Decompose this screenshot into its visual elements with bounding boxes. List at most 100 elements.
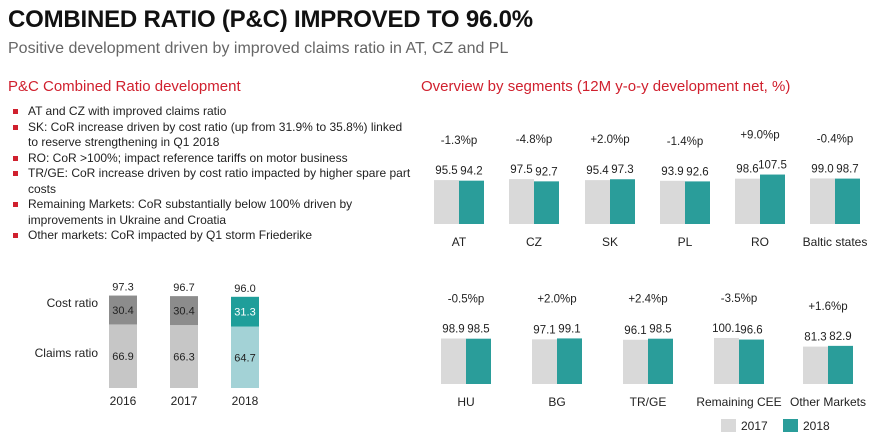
bullet-item: Other markets: CoR impacted by Q1 storm … [12, 228, 412, 244]
value-label-2018: 98.5 [467, 324, 489, 336]
bar-2018 [685, 181, 710, 224]
bar-2018 [739, 339, 764, 384]
year-label: 2016 [110, 394, 137, 408]
bar-2017 [585, 180, 610, 224]
value-label-2018: 94.2 [460, 166, 482, 178]
claims-ratio-bar [231, 326, 259, 388]
year-label: 2018 [232, 394, 259, 408]
category-label: CZ [526, 235, 542, 249]
bar-2017 [660, 180, 685, 224]
value-label-2017: 98.6 [736, 164, 758, 176]
cost-value-label: 31.3 [234, 307, 255, 319]
value-label-2017: 96.1 [624, 325, 646, 337]
legend-swatch-2018 [783, 419, 798, 432]
change-label: +2.0%p [537, 293, 576, 305]
value-label-2017: 97.5 [510, 164, 532, 176]
value-label-2017: 95.5 [435, 165, 457, 177]
bullet-item: TR/GE: CoR increase driven by cost ratio… [12, 166, 412, 197]
segments-section-title: Overview by segments (12M y-o-y developm… [421, 78, 791, 95]
change-label: +2.4%p [628, 294, 667, 306]
value-label-2018: 92.7 [535, 166, 557, 178]
value-label-2017: 95.4 [586, 165, 609, 177]
bar-2018 [466, 338, 491, 384]
value-label-2018: 97.3 [611, 164, 633, 176]
series-label-claims: Claims ratio [35, 346, 99, 360]
page-subtitle: Positive development driven by improved … [8, 40, 509, 57]
change-label: +9.0%p [740, 130, 779, 142]
bullet-list: AT and CZ with improved claims ratio SK:… [12, 104, 412, 244]
bullet-item: SK: CoR increase driven by cost ratio (u… [12, 120, 412, 151]
change-label: +1.6%p [808, 301, 847, 313]
bullet-item: Remaining Markets: CoR substantially bel… [12, 197, 412, 228]
bar-2017 [623, 339, 648, 384]
bar-2018 [610, 179, 635, 224]
claims-value-label: 66.3 [173, 352, 194, 364]
bullet-item: AT and CZ with improved claims ratio [12, 104, 412, 120]
value-label-2017: 100.1 [712, 323, 741, 335]
category-label: Baltic states [803, 235, 868, 249]
claims-value-label: 64.7 [234, 352, 255, 364]
category-label: PL [678, 235, 693, 249]
category-label: TR/GE [630, 395, 667, 409]
bar-2018 [648, 338, 673, 384]
cost-ratio-bar [109, 295, 137, 325]
category-label: AT [452, 235, 467, 249]
bar-2018 [459, 180, 484, 224]
series-label-cost: Cost ratio [47, 296, 99, 310]
value-label-2018: 107.5 [758, 160, 787, 172]
bar-2018 [828, 345, 853, 384]
year-label: 2017 [171, 394, 198, 408]
page-title: COMBINED RATIO (P&C) IMPROVED TO 96.0% [8, 6, 533, 33]
value-label-2018: 98.7 [836, 164, 858, 176]
cost-ratio-bar [170, 296, 198, 326]
change-label: -4.8%p [516, 134, 552, 146]
category-label: BG [548, 395, 565, 409]
change-label: -3.5%p [721, 293, 757, 305]
value-label-2018: 96.6 [740, 325, 762, 337]
value-label-2018: 82.9 [829, 331, 851, 343]
category-label: HU [457, 395, 474, 409]
cost-value-label: 30.4 [112, 305, 133, 317]
value-label-2018: 99.1 [558, 323, 580, 335]
bar-2017 [810, 178, 835, 224]
bar-2017 [532, 339, 557, 384]
bar-2017 [714, 337, 739, 384]
value-label-2017: 98.9 [442, 324, 464, 336]
bar-2017 [735, 178, 760, 224]
combined-ratio-section-title: P&C Combined Ratio development [8, 78, 241, 95]
category-label: SK [602, 235, 618, 249]
value-label-2017: 93.9 [661, 166, 683, 178]
claims-ratio-bar [170, 325, 198, 388]
bar-2018 [835, 178, 860, 224]
value-label-2018: 98.5 [649, 324, 671, 336]
legend-label-2018: 2018 [803, 419, 830, 433]
change-label: -0.5%p [448, 294, 484, 306]
bar-2018 [557, 338, 582, 384]
bar-2017 [509, 179, 534, 224]
claims-ratio-bar [109, 324, 137, 388]
bar-2017 [441, 338, 466, 384]
bar-2017 [803, 346, 828, 384]
category-label: RO [751, 235, 769, 249]
value-label-2017: 97.1 [533, 324, 555, 336]
change-label: -1.3%p [441, 135, 477, 147]
bar-2018 [534, 181, 559, 224]
value-label-2017: 99.0 [811, 163, 833, 175]
category-label: Remaining CEE [696, 395, 781, 409]
total-value-label: 96.7 [173, 282, 194, 294]
bar-2017 [434, 180, 459, 224]
legend-swatch-2017 [721, 419, 736, 432]
change-label: -0.4%p [817, 133, 853, 145]
value-label-2018: 92.6 [686, 166, 708, 178]
bar-2018 [760, 174, 785, 224]
bullet-item: RO: CoR >100%; impact reference tariffs … [12, 151, 412, 167]
claims-value-label: 66.9 [112, 351, 133, 363]
total-value-label: 97.3 [112, 282, 133, 294]
change-label: +2.0%p [590, 134, 629, 146]
legend-label-2017: 2017 [741, 419, 768, 433]
change-label: -1.4%p [667, 136, 703, 148]
cost-value-label: 30.4 [173, 306, 194, 318]
category-label: Other Markets [790, 395, 866, 409]
cost-ratio-bar [231, 296, 259, 327]
